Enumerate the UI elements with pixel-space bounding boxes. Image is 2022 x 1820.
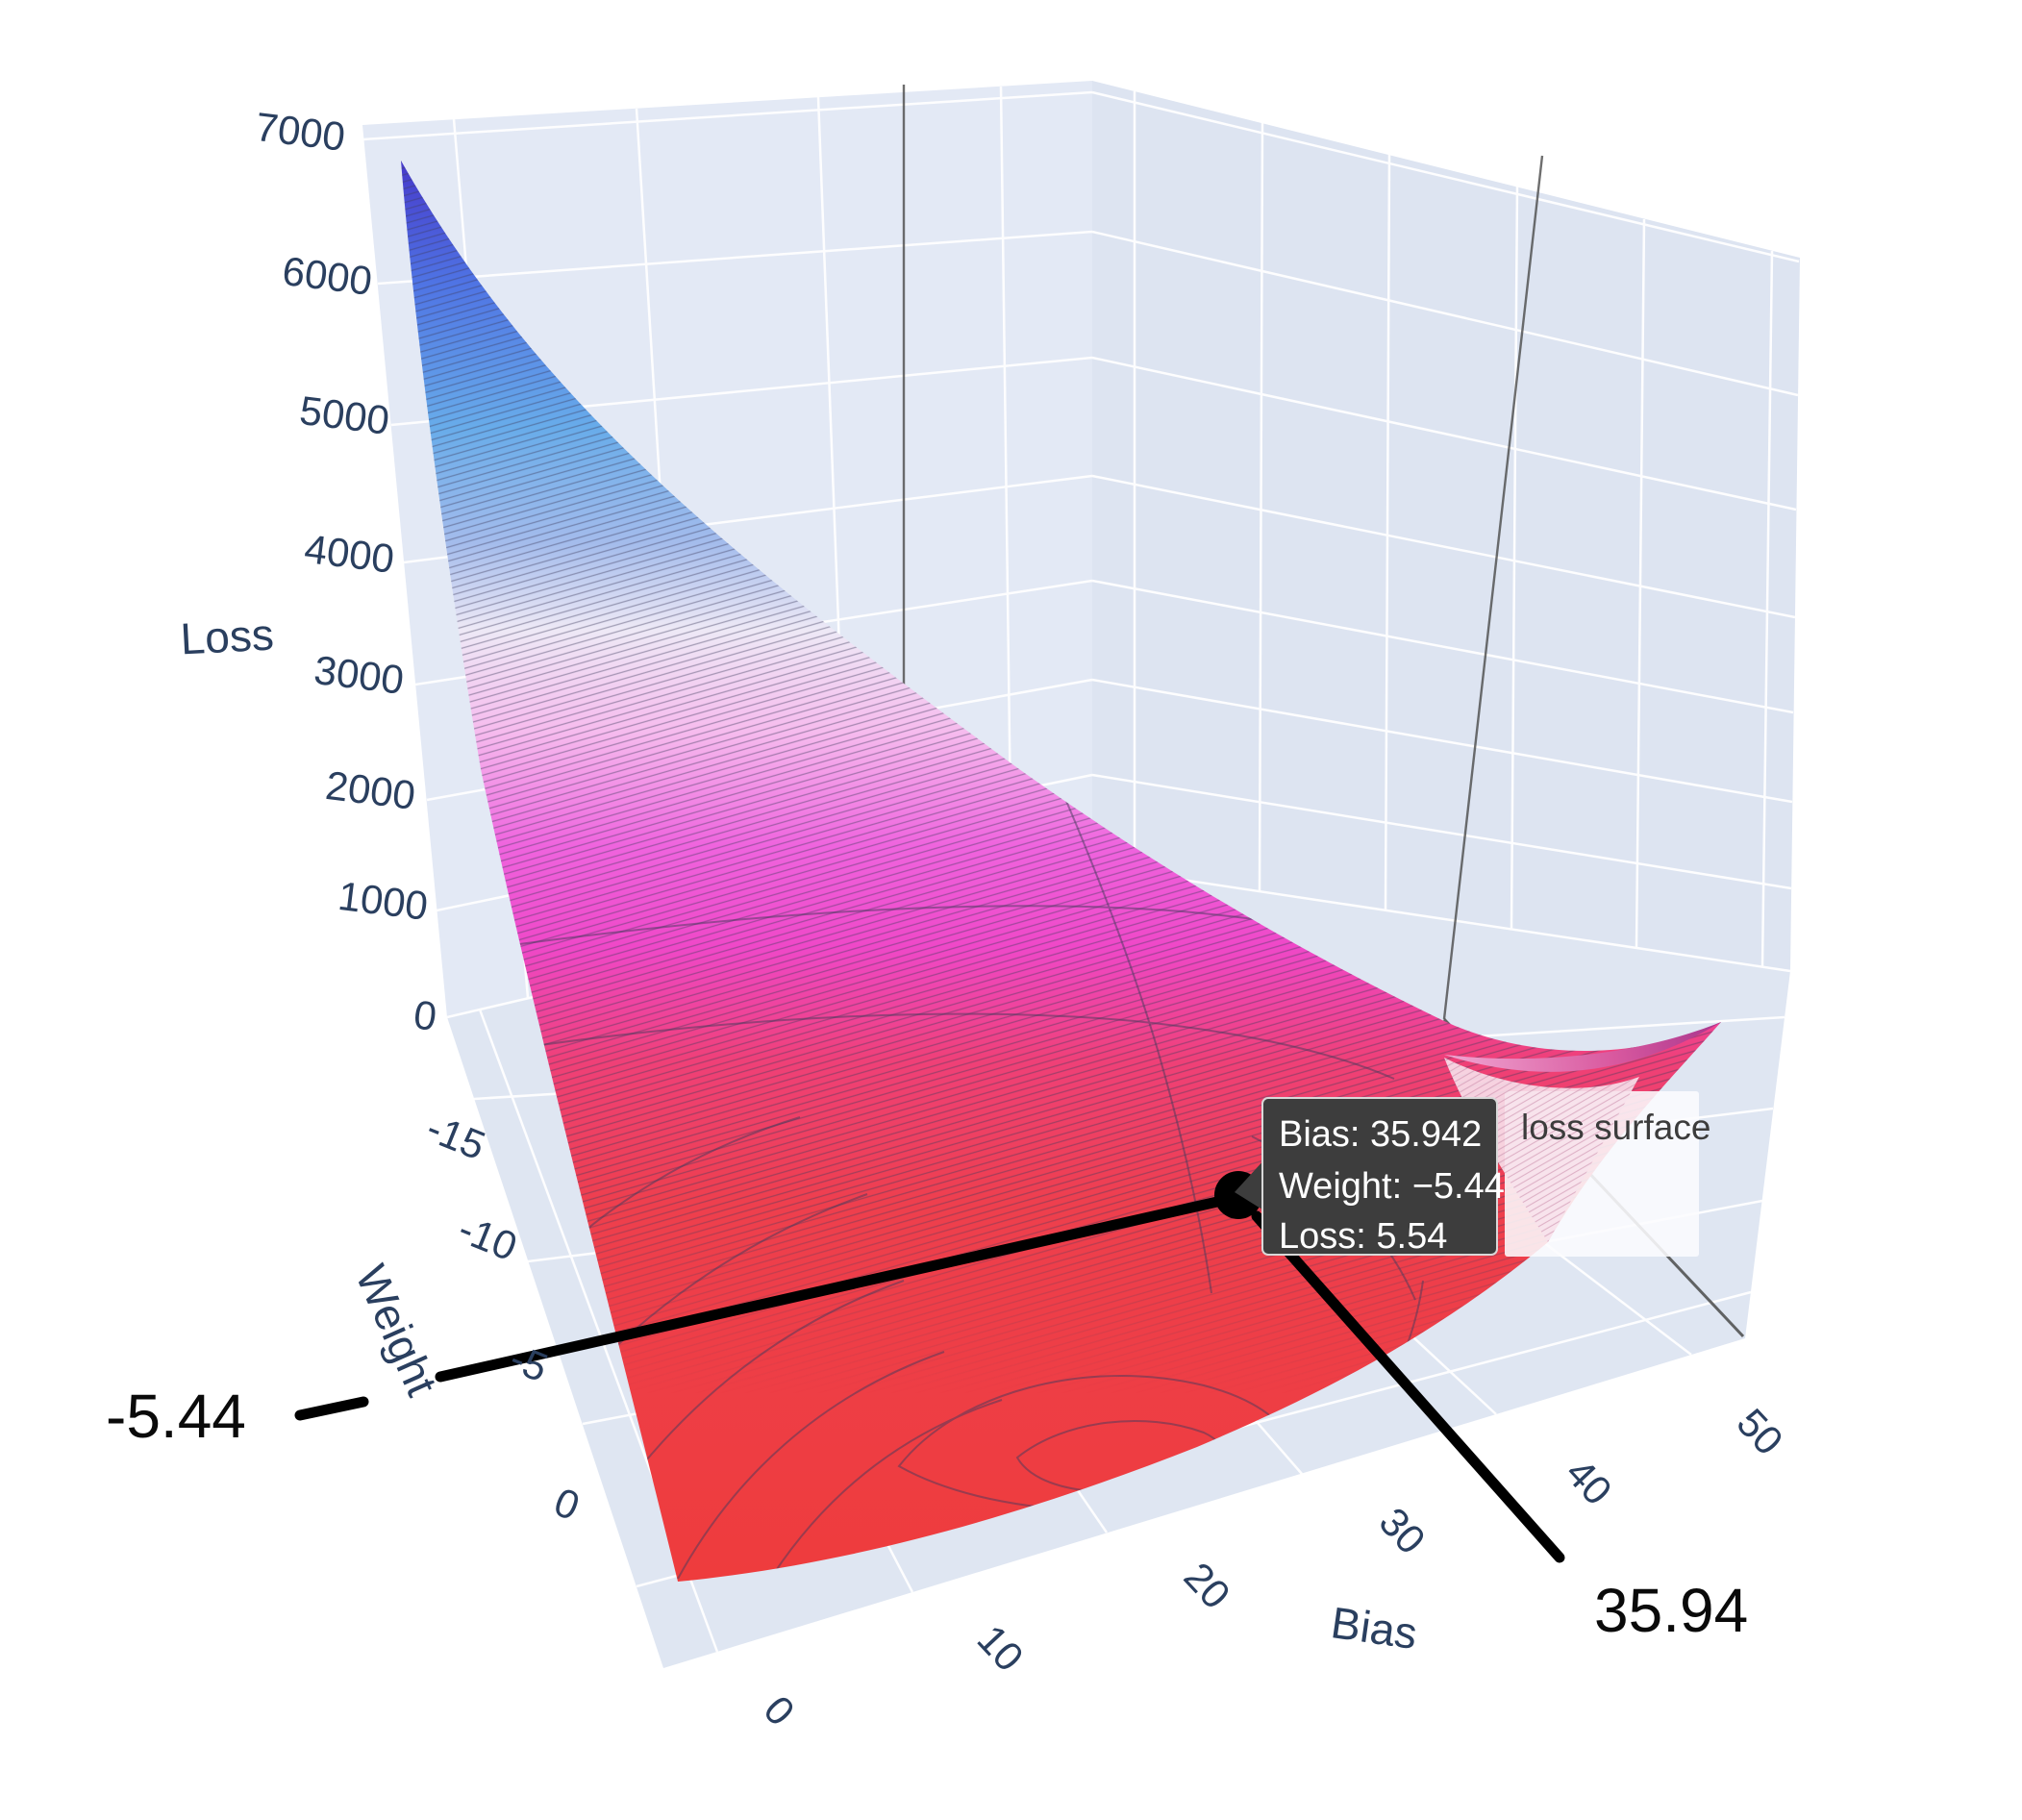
weight-callout-value: -5.44 [106,1382,246,1451]
loss-tick-6000: 6000 [280,248,374,304]
bias-tick-20: 20 [1175,1554,1238,1617]
bias-callout-line [1251,1210,1565,1563]
tooltip-line-weight: Weight: −5.44 [1279,1166,1505,1207]
loss-axis-ticks: 7000 6000 5000 4000 3000 2000 1000 0 [253,104,438,1039]
right-wall [1092,81,1800,971]
hover-tooltip: Bias: 35.942 Weight: −5.44 Loss: 5.54 [1235,1097,1505,1257]
weight-callout-line [435,1196,1223,1383]
hover-label-text: loss surface [1521,1108,1710,1147]
loss-tick-3000: 3000 [312,647,406,703]
weight-tick--5: -5 [504,1335,554,1391]
loss-tick-7000: 7000 [253,104,347,160]
bias-tick-40: 40 [1557,1450,1620,1513]
loss-tick-4000: 4000 [302,526,396,582]
bias-tick-30: 30 [1370,1499,1434,1562]
loss-tick-5000: 5000 [297,387,391,443]
tooltip-line-loss: Loss: 5.54 [1279,1216,1447,1257]
bias-axis-title: Bias [1328,1597,1420,1658]
tooltip-box [1261,1097,1498,1256]
loss-axis-title: Loss [179,610,275,664]
weight-axis-title: Weight [346,1258,447,1403]
bias-tick-50: 50 [1728,1400,1791,1463]
bias-tick-0: 0 [755,1687,803,1734]
flap-outer-face [1444,1022,1721,1072]
spike-right-wall [1442,155,1544,1020]
weight-tick-0: 0 [548,1479,586,1529]
weight-tick--10: -10 [452,1206,523,1269]
weight-callout-line-stub [294,1396,369,1421]
bias-tick-10: 10 [968,1616,1032,1680]
tooltip-caret [1235,1159,1265,1211]
loss-tick-0: 0 [412,991,439,1038]
bias-callout-value: 35.94 [1594,1576,1748,1645]
callout-lines [294,1196,1565,1563]
tooltip-line-bias: Bias: 35.942 [1279,1114,1482,1155]
loss-tick-2000: 2000 [323,762,417,818]
loss-tick-1000: 1000 [336,873,430,929]
